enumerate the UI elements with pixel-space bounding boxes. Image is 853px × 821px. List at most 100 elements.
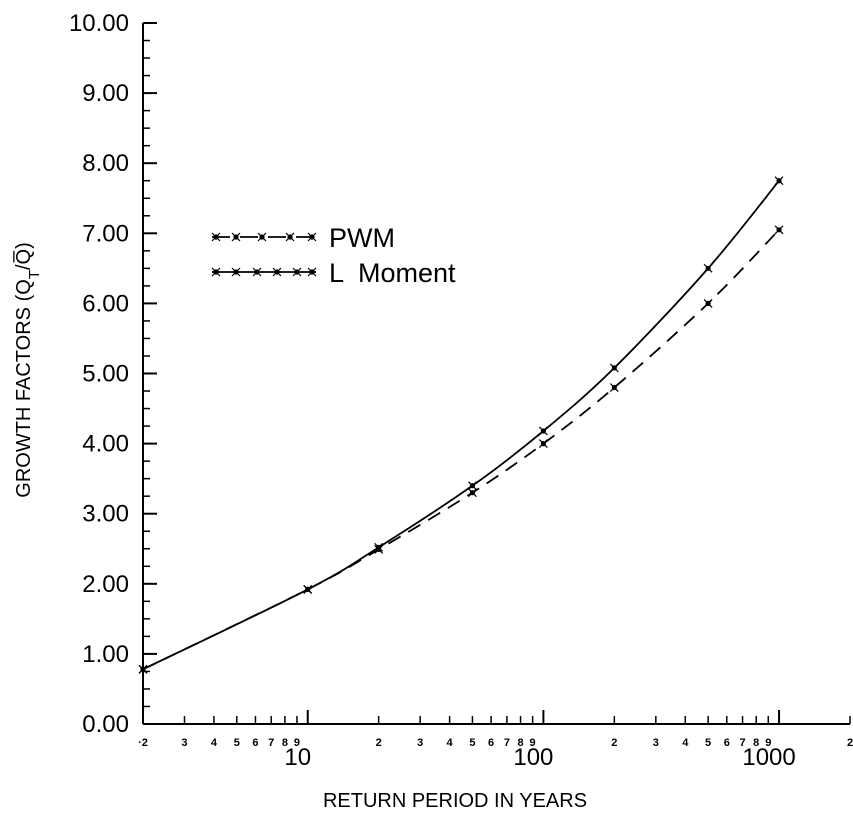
- marker-stroke: [285, 232, 295, 242]
- x-minor-tick-label: 3: [181, 737, 187, 749]
- x-minor-tick-label: 2: [376, 737, 382, 749]
- x-minor-tick-label: 5: [705, 737, 711, 749]
- y-tick-label: 1.00: [82, 641, 129, 668]
- x-minor-tick-label: 8: [517, 737, 523, 749]
- x-minor-tick-label: 8: [753, 737, 759, 749]
- marker-stroke: [703, 263, 713, 273]
- y-tick-label: 5.00: [82, 361, 129, 388]
- y-tick-label: 0.00: [82, 711, 129, 738]
- x-major-tick-label: 1000: [742, 744, 795, 771]
- y-tick-label: 9.00: [82, 80, 129, 107]
- marker-stroke: [468, 488, 477, 498]
- marker-stroke: [538, 439, 548, 449]
- data-point: [703, 263, 713, 273]
- y-tick-label: 4.00: [82, 431, 129, 458]
- legend-marker: [285, 232, 295, 242]
- x-minor-tick-label: 3: [417, 737, 423, 749]
- marker-stroke: [538, 426, 548, 436]
- marker-stroke: [231, 267, 241, 277]
- data-point: [538, 426, 548, 436]
- marker-stroke: [609, 363, 619, 373]
- series-l-moment: [138, 176, 784, 674]
- marker-stroke: [307, 267, 317, 277]
- x-minor-tick-label: 3: [653, 737, 659, 749]
- y-ticks: 0.00 1.00 2.00 3.00 4.00 5.00 6.00 7.00 8.00 9.00…: [69, 10, 157, 738]
- x-minor-tick-label: 6: [252, 737, 258, 749]
- legend-marker: [252, 267, 262, 277]
- legend-item-pwm: PWM: [211, 223, 395, 253]
- marker-stroke: [252, 267, 262, 277]
- x-minor-tick-label: 7: [739, 737, 745, 749]
- x-minor-tick-label: 7: [268, 737, 274, 749]
- series-layer: [138, 176, 784, 674]
- x-minor-tick-label: 9: [765, 737, 771, 749]
- legend-item-l-moment: L Moment: [211, 258, 456, 288]
- x-ticks: ·2 3 4 5 6 7 8 9 2 3 4 5 6 7 8 9 2 3 4 5 6 7 8 9 210 100 1000: [138, 710, 853, 771]
- y-tick-label: 6.00: [82, 290, 129, 317]
- data-point: [774, 176, 784, 186]
- marker-stroke: [138, 664, 148, 674]
- marker-stroke: [272, 267, 282, 277]
- y-axis-title-tail: /Q̅): [12, 242, 35, 270]
- marker-stroke: [231, 232, 241, 242]
- marker-stroke: [374, 542, 384, 552]
- x-minor-tick-label: 9: [530, 737, 536, 749]
- data-point: [538, 439, 548, 449]
- data-point: [303, 584, 313, 594]
- y-tick-label: 3.00: [82, 501, 129, 528]
- series-line: [142, 180, 780, 671]
- y-tick-label: 2.00: [82, 571, 129, 598]
- x-major-tick-label: 100: [513, 744, 553, 771]
- x-minor-tick-label: 5: [469, 737, 475, 749]
- data-point: [774, 225, 784, 235]
- x-minor-tick-label: 6: [724, 737, 730, 749]
- legend-marker: [307, 267, 317, 277]
- y-axis-title: GROWTH FACTORS (QT/Q̅): [12, 242, 42, 497]
- marker-stroke: [774, 225, 784, 235]
- data-point: [703, 298, 713, 308]
- x-minor-tick-label: 8: [282, 737, 288, 749]
- legend-marker: [211, 267, 221, 277]
- x-minor-tick-label: 9: [294, 737, 300, 749]
- legend-marker: [231, 232, 241, 242]
- data-point: [374, 542, 384, 552]
- marker-stroke: [292, 267, 302, 277]
- legend: PWM L Moment: [211, 223, 456, 288]
- marker-stroke: [703, 298, 713, 308]
- marker-stroke: [257, 232, 267, 242]
- marker-stroke: [211, 232, 221, 242]
- legend-label: L Moment: [329, 258, 456, 288]
- x-minor-tick-label: ·2: [138, 737, 148, 749]
- y-tick-label: 10.00: [69, 10, 129, 37]
- legend-label: PWM: [329, 223, 395, 253]
- x-minor-tick-label: 4: [682, 737, 689, 749]
- marker-stroke: [211, 267, 221, 277]
- data-point: [468, 488, 477, 498]
- data-point: [138, 664, 148, 674]
- x-axis-title: RETURN PERIOD IN YEARS: [323, 790, 587, 812]
- x-major-tick-label: 10: [284, 744, 311, 771]
- x-minor-tick-label: 4: [211, 737, 218, 749]
- legend-marker: [231, 267, 241, 277]
- y-tick-label: 7.00: [82, 220, 129, 247]
- data-point: [609, 363, 619, 373]
- data-point: [468, 481, 477, 491]
- legend-marker: [292, 267, 302, 277]
- marker-stroke: [609, 383, 619, 392]
- x-minor-tick-label: 7: [504, 737, 510, 749]
- x-minor-tick-label: 6: [488, 737, 494, 749]
- y-axis-title-main: GROWTH FACTORS (Q: [13, 279, 35, 498]
- y-tick-label: 8.00: [82, 150, 129, 177]
- x-minor-tick-label: 2: [611, 737, 617, 749]
- legend-marker: [307, 232, 317, 242]
- data-point: [609, 383, 619, 392]
- x-minor-tick-label: 2: [847, 737, 853, 749]
- y-axis-title-sub: T: [26, 270, 43, 279]
- x-minor-tick-label: 4: [447, 737, 454, 749]
- legend-marker: [272, 267, 282, 277]
- legend-marker: [211, 232, 221, 242]
- marker-stroke: [303, 584, 313, 594]
- x-minor-tick-label: 5: [234, 737, 240, 749]
- legend-marker: [257, 232, 267, 242]
